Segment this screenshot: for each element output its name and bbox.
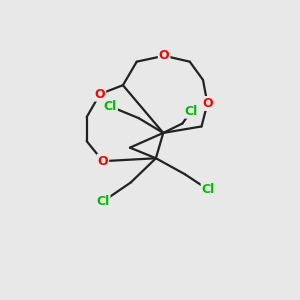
- Text: Cl: Cl: [96, 195, 110, 208]
- Text: Cl: Cl: [103, 100, 117, 113]
- Text: O: O: [202, 97, 213, 110]
- Text: O: O: [98, 155, 108, 168]
- Text: O: O: [159, 49, 170, 62]
- Text: Cl: Cl: [202, 183, 215, 196]
- Text: O: O: [94, 88, 105, 100]
- Text: Cl: Cl: [184, 105, 198, 118]
